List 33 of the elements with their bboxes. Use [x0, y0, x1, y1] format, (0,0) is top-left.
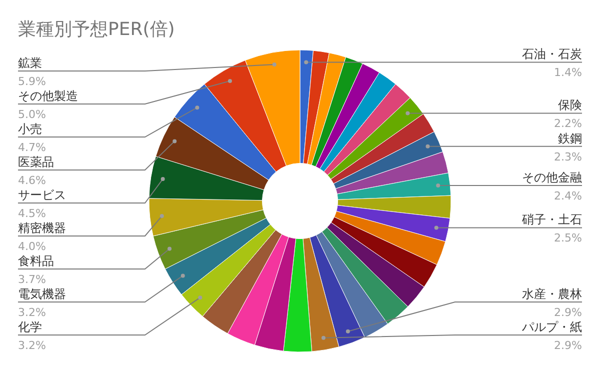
slice-label: 鉱業 — [18, 56, 42, 70]
slice-label: パルプ・紙 — [521, 320, 582, 334]
data-label: 4.0% — [18, 240, 46, 253]
slice-label: サービス — [18, 188, 66, 202]
slice-label: その他金融 — [522, 170, 582, 185]
slice-label: その他製造 — [18, 89, 78, 103]
data-label: 4.6% — [18, 174, 46, 187]
data-label: 2.2% — [554, 117, 582, 130]
data-label: 2.9% — [554, 306, 582, 319]
data-label: 2.5% — [554, 232, 582, 245]
slice-label: 医薬品 — [18, 155, 54, 169]
slice-label: 電気機器 — [18, 287, 66, 301]
data-label: 3.2% — [18, 306, 46, 319]
data-label: 2.4% — [554, 190, 582, 203]
slice-label: 化学 — [18, 320, 42, 334]
data-label: 5.9% — [18, 75, 46, 88]
data-label: 5.0% — [18, 108, 46, 121]
slice-label: 精密機器 — [18, 221, 66, 235]
slice-label: 食料品 — [18, 254, 54, 268]
data-label: 3.2% — [18, 339, 46, 352]
data-label: 2.3% — [554, 150, 582, 164]
slice-label: 水産・農林 — [522, 287, 582, 301]
slice-label: 小売 — [18, 122, 42, 136]
chart-title: 業種別予想PER(倍) — [18, 19, 175, 40]
slice-label: 硝子・土石 — [521, 212, 582, 227]
data-label: 4.5% — [18, 207, 46, 220]
data-label: 3.7% — [18, 273, 46, 286]
slice-label: 保険 — [558, 98, 582, 112]
slice-label: 石油・石炭 — [522, 47, 582, 62]
data-label: 2.9% — [554, 339, 582, 352]
data-label: 4.7% — [18, 141, 46, 154]
slice-label: 鉄鋼 — [558, 131, 582, 146]
data-label: 1.4% — [554, 66, 582, 80]
